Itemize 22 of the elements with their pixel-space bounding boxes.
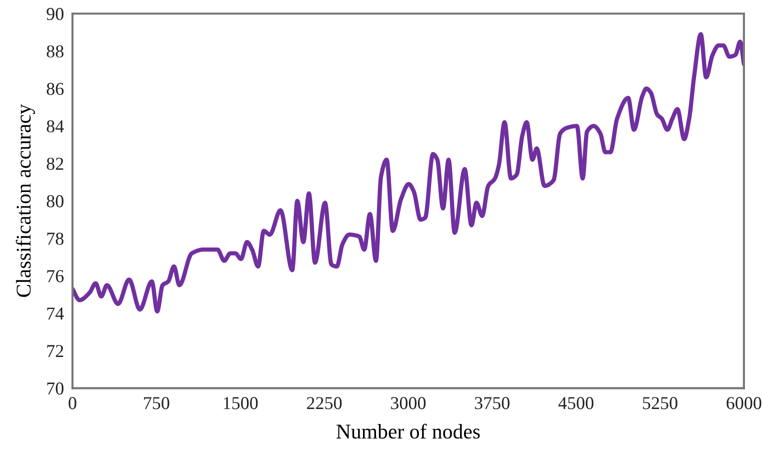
x-tick-label: 3750 xyxy=(474,397,510,410)
x-tick-label: 2250 xyxy=(307,397,342,410)
x-tick-label: 4500 xyxy=(558,397,594,410)
x-tick-label: 5250 xyxy=(642,397,678,410)
x-tick-label: 750 xyxy=(144,397,170,410)
y-tick-label: 74 xyxy=(47,308,64,320)
y-tick-label: 90 xyxy=(46,8,64,20)
y-tick-label: 82 xyxy=(46,158,64,170)
y-tick-label: 88 xyxy=(46,45,64,58)
y-tick-label: 84 xyxy=(46,120,64,132)
y-axis-title: Classification accuracy xyxy=(16,104,35,297)
x-tick-label: 3000 xyxy=(391,397,426,410)
y-tick-label: 80 xyxy=(46,195,64,208)
x-axis-title: Number of nodes xyxy=(336,424,480,439)
y-tick-label: 72 xyxy=(47,345,64,357)
y-tick-label: 70 xyxy=(47,382,64,395)
y-tick-label: 86 xyxy=(46,82,64,95)
x-tick-label: 1500 xyxy=(224,397,258,410)
x-tick-label: 0 xyxy=(68,397,76,410)
x-tick-label: 6000 xyxy=(726,397,762,410)
y-tick-label: 76 xyxy=(47,270,64,282)
y-tick-label: 78 xyxy=(47,232,64,245)
